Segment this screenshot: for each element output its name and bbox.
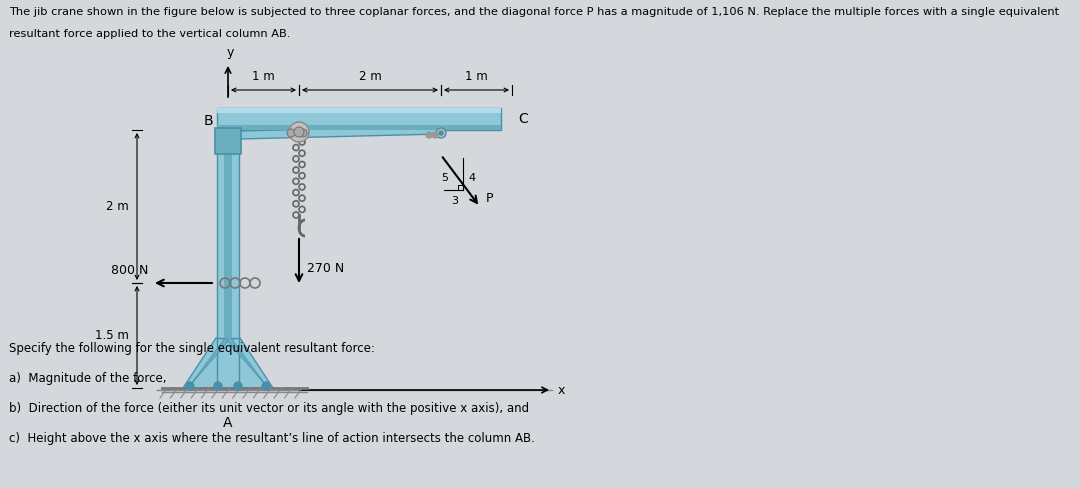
Text: B: B (203, 114, 213, 128)
Text: y: y (227, 46, 233, 59)
Bar (215, 128, 241, 154)
Text: resultant force applied to the vertical column AB.: resultant force applied to the vertical … (9, 29, 291, 39)
Circle shape (432, 132, 438, 138)
Text: Specify the following for the single equivalent resultant force:: Specify the following for the single equ… (9, 342, 375, 355)
Text: 3: 3 (451, 196, 459, 206)
Text: P: P (486, 192, 494, 205)
Text: 2 m: 2 m (359, 70, 381, 83)
Bar (217, 130, 239, 338)
Circle shape (262, 382, 270, 390)
Circle shape (214, 382, 222, 390)
Text: 1 m: 1 m (465, 70, 488, 83)
Text: a)  Magnitude of the force,: a) Magnitude of the force, (9, 372, 166, 385)
FancyBboxPatch shape (217, 338, 239, 388)
Text: 800 N: 800 N (110, 264, 148, 277)
Text: c)  Height above the x axis where the resultant’s line of action intersects the : c) Height above the x axis where the res… (9, 432, 535, 446)
Circle shape (234, 382, 242, 390)
Text: A: A (224, 416, 233, 430)
Polygon shape (183, 338, 273, 388)
Circle shape (299, 129, 307, 137)
Bar (217, 108, 501, 130)
Circle shape (294, 127, 303, 137)
Polygon shape (225, 338, 268, 388)
Circle shape (436, 128, 446, 138)
Circle shape (289, 122, 309, 142)
Circle shape (438, 131, 443, 135)
Circle shape (426, 132, 432, 138)
Polygon shape (188, 338, 231, 388)
Text: 270 N: 270 N (307, 263, 345, 276)
Bar (224, 130, 232, 338)
Polygon shape (239, 126, 441, 139)
Circle shape (186, 382, 194, 390)
Text: x: x (558, 384, 565, 396)
Text: C: C (518, 112, 528, 126)
Text: 5: 5 (442, 173, 448, 183)
Bar (217, 108, 501, 113)
Text: b)  Direction of the force (either its unit vector or its angle with the positiv: b) Direction of the force (either its un… (9, 402, 529, 415)
Text: The jib crane shown in the figure below is subjected to three coplanar forces, a: The jib crane shown in the figure below … (9, 7, 1058, 17)
Text: 2 m: 2 m (106, 200, 129, 213)
Bar (217, 125, 501, 130)
Text: 1 m: 1 m (252, 70, 275, 83)
Text: 4: 4 (468, 173, 475, 183)
Text: 1.5 m: 1.5 m (95, 329, 129, 342)
Circle shape (287, 129, 295, 137)
